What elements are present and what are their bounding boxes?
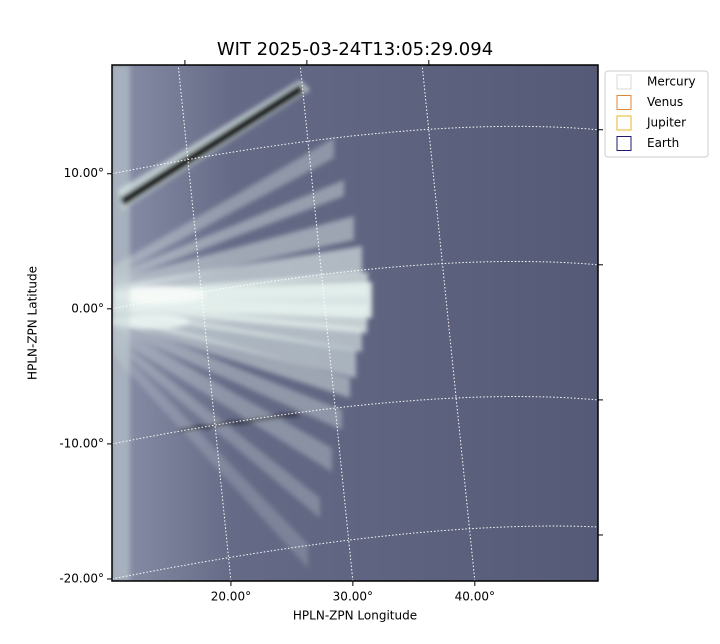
legend: Mercury Venus Jupiter Earth — [604, 70, 709, 158]
dark-streak — [120, 84, 304, 206]
grid-line — [177, 61, 232, 582]
dark-streak — [180, 412, 300, 432]
streak — [112, 311, 350, 398]
x-tick-label: 30.00° — [333, 590, 373, 604]
streak — [112, 216, 354, 293]
streak — [112, 180, 344, 283]
grid-line — [299, 61, 354, 582]
streak — [112, 138, 334, 277]
axes-frame — [111, 64, 599, 582]
grid-line — [421, 61, 476, 582]
y-tick-label: -20.00° — [59, 571, 104, 585]
streak — [112, 301, 362, 352]
x-tick-label: 20.00° — [211, 590, 251, 604]
streak — [112, 317, 342, 430]
legend-swatch — [616, 136, 632, 151]
y-tick-label: -10.00° — [59, 436, 104, 450]
y-axis-label: HPLN-ZPN Latitude — [26, 266, 40, 380]
legend-swatch — [616, 115, 632, 131]
y-tick-label: 10.00° — [64, 166, 104, 180]
legend-label: Jupiter — [646, 116, 686, 130]
legend-label: Venus — [647, 95, 683, 109]
glow — [115, 286, 205, 304]
x-axis-label: HPLN-ZPN Longitude — [293, 609, 417, 623]
legend-swatch — [616, 74, 632, 90]
y-tick-label: 0.00° — [71, 301, 104, 315]
streak — [112, 324, 332, 472]
streaks — [112, 65, 372, 581]
chart-title: WIT 2025-03-24T13:05:29.094 — [217, 39, 493, 60]
legend-box — [604, 70, 709, 158]
image — [112, 65, 598, 581]
glow — [112, 315, 190, 329]
streak — [112, 342, 308, 568]
streak — [112, 246, 362, 300]
legend-label: Mercury — [647, 75, 696, 89]
legend-swatch — [616, 95, 632, 110]
legend-label: Earth — [647, 136, 679, 150]
edge-glow — [112, 65, 130, 581]
x-tick-label: 40.00° — [455, 590, 495, 604]
